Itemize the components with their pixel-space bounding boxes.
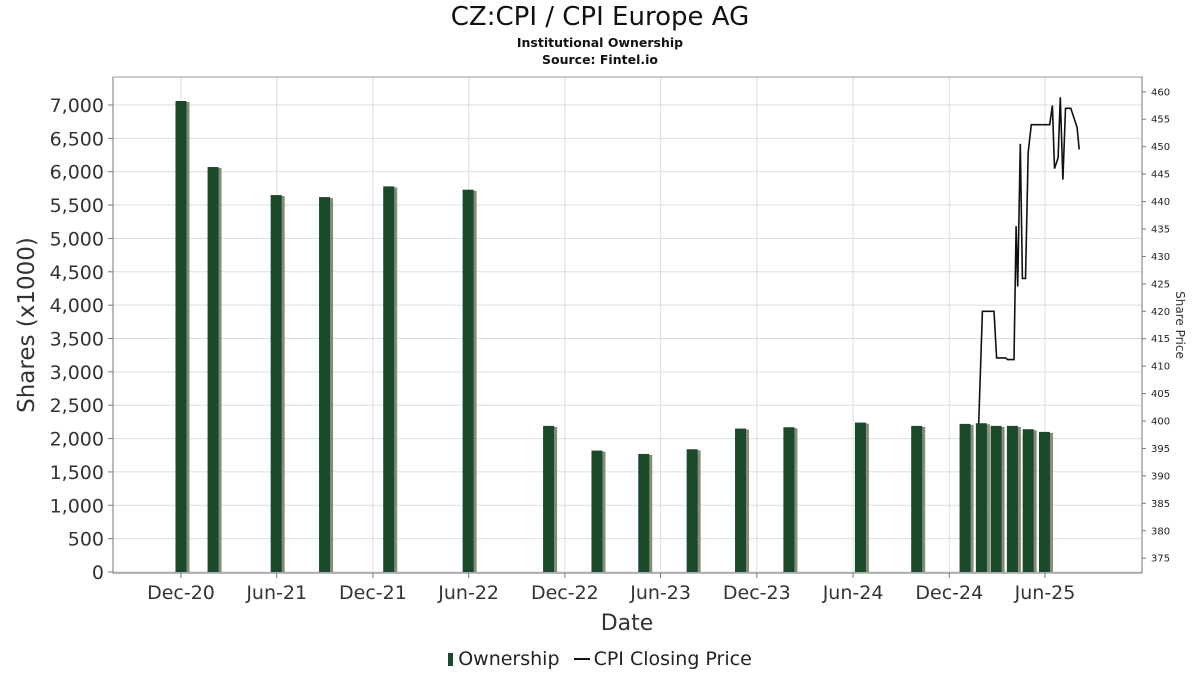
- x-tick-label: Dec-24: [915, 582, 983, 604]
- y-tick-label: 1,500: [50, 462, 104, 484]
- x-tick-label: Dec-20: [147, 582, 215, 604]
- ownership-bar: [462, 189, 474, 572]
- ownership-bar: [638, 453, 650, 572]
- price-line: [977, 97, 1080, 424]
- y2-tick-label: 375: [1151, 554, 1170, 565]
- y2-tick-label: 440: [1151, 197, 1170, 208]
- x-tick-label: Dec-23: [723, 582, 791, 604]
- y-tick-label: 3,500: [50, 329, 104, 351]
- ownership-bar: [383, 186, 395, 573]
- y2-tick-label: 435: [1151, 224, 1170, 235]
- x-tick-label: Dec-22: [531, 582, 599, 604]
- y2-axis-ticks: 375 380 385 390 395 400 405 410 415 420 425 430 435 4…: [1142, 87, 1170, 565]
- ownership-bar: [319, 197, 331, 572]
- ownership-bar: [959, 423, 971, 572]
- y-tick-label: 2,500: [50, 395, 104, 417]
- ownership-bar: [783, 427, 795, 572]
- chart-subtitle: Institutional Ownership: [516, 35, 684, 50]
- ownership-bar: [990, 425, 1002, 572]
- y2-tick-label: 380: [1151, 526, 1170, 537]
- y-tick-label: 1,000: [50, 495, 104, 517]
- legend-swatch-bar: [448, 652, 454, 666]
- y2-tick-label: 385: [1151, 499, 1170, 510]
- ownership-bars: [175, 100, 1053, 573]
- x-tick-label: Dec-21: [339, 582, 407, 604]
- x-axis-ticks: Dec-20 Jun-21 Dec-21 Jun-22 Dec-22 Jun-23 Dec-…: [147, 573, 1075, 604]
- y2-tick-label: 425: [1151, 279, 1170, 290]
- x-tick-label: Jun-21: [245, 582, 307, 604]
- y-tick-label: 5,500: [50, 195, 104, 217]
- y-tick-label: 4,500: [50, 262, 104, 284]
- y-tick-label: 4,000: [50, 295, 104, 317]
- y2-axis-label: Share Price: [1173, 291, 1187, 359]
- y-axis-label: Shares (x1000): [14, 237, 40, 413]
- y2-tick-label: 395: [1151, 444, 1170, 455]
- y2-tick-label: 450: [1151, 142, 1170, 153]
- ownership-bar: [543, 425, 555, 572]
- price-line-layer: [977, 97, 1080, 424]
- y-tick-label: 5,000: [50, 228, 104, 250]
- x-axis-label: Date: [601, 611, 654, 636]
- y2-tick-label: 415: [1151, 334, 1170, 345]
- y2-tick-label: 455: [1151, 115, 1170, 126]
- legend: Ownership CPI Closing Price: [0, 647, 1200, 670]
- ownership-bar: [591, 450, 603, 572]
- y2-tick-label: 420: [1151, 307, 1170, 318]
- axes: [112, 77, 1143, 574]
- y2-tick-label: 390: [1151, 471, 1170, 482]
- y2-tick-label: 430: [1151, 252, 1170, 263]
- y-axis-ticks: 0 500 1,000 1,500 2,000 2,500 3,000 3,500 4,000 4…: [50, 95, 113, 584]
- ownership-bar: [735, 428, 747, 572]
- y-tick-label: 3,000: [50, 362, 104, 384]
- x-tick-label: Jun-22: [437, 582, 499, 604]
- ownership-bar: [207, 167, 219, 572]
- ownership-bar: [911, 425, 923, 572]
- y2-tick-label: 445: [1151, 170, 1170, 181]
- ownership-chart: 0 500 1,000 1,500 2,000 2,500 3,000 3,500 4,000 4…: [14, 76, 1187, 636]
- y-tick-label: 2,000: [50, 429, 104, 451]
- ownership-bar: [175, 100, 187, 573]
- ownership-bar: [975, 423, 987, 572]
- y-tick-label: 7,000: [50, 95, 104, 117]
- ownership-bar: [686, 449, 698, 572]
- x-tick-label: Jun-23: [629, 582, 691, 604]
- y-tick-label: 6,500: [50, 128, 104, 150]
- y2-tick-label: 410: [1151, 362, 1170, 373]
- x-tick-label: Jun-25: [1014, 582, 1076, 604]
- chart-source: Source: Fintel.io: [542, 52, 658, 67]
- ownership-bar: [854, 422, 866, 572]
- ownership-bar: [270, 195, 282, 573]
- chart-title: CZ:CPI / CPI Europe AG: [450, 2, 750, 32]
- legend-item-price: CPI Closing Price: [566, 648, 752, 670]
- legend-label-ownership: Ownership: [458, 647, 560, 670]
- legend-label-price: CPI Closing Price: [593, 647, 752, 670]
- y-tick-label: 500: [68, 529, 104, 551]
- y2-tick-label: 405: [1151, 389, 1170, 400]
- ownership-bar: [1006, 425, 1018, 572]
- y-tick-label: 0: [92, 562, 104, 584]
- y2-tick-label: 460: [1151, 87, 1170, 98]
- legend-swatch-line: [573, 658, 590, 660]
- y-tick-label: 6,000: [50, 162, 104, 184]
- ownership-bar: [1038, 431, 1050, 572]
- y2-tick-label: 400: [1151, 417, 1170, 428]
- x-tick-label: Jun-24: [822, 582, 884, 604]
- legend-item-ownership: Ownership: [448, 647, 560, 670]
- ownership-bar: [1022, 429, 1034, 572]
